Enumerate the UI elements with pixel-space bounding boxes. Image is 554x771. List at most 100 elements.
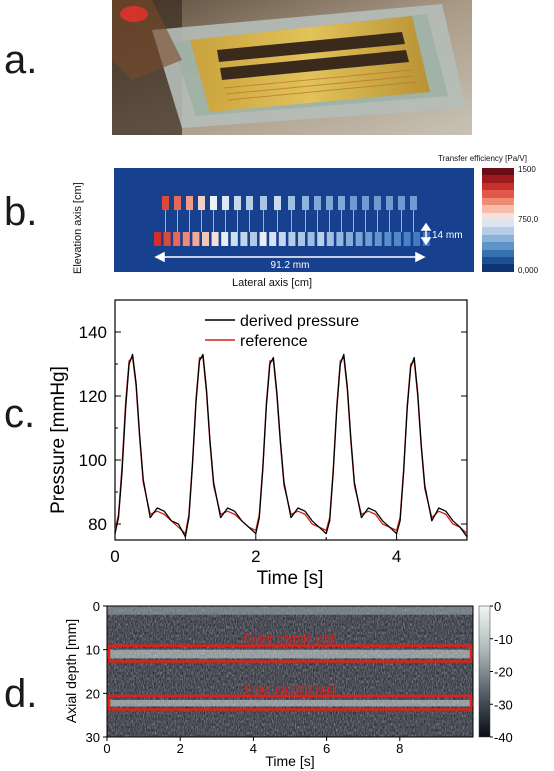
array-element: [202, 232, 209, 246]
array-element: [162, 196, 169, 210]
width-dimension-label: 91.2 mm: [271, 260, 310, 271]
transfer-efficiency-map: 91.2 mm 14 mm: [114, 168, 474, 272]
array-element: [222, 196, 229, 210]
array-element: [278, 232, 286, 246]
array-element: [398, 196, 405, 210]
pressure-axes: 80 100 120 140 0 2 4: [79, 299, 468, 566]
panel-label-b: b.: [4, 190, 38, 234]
y-tick-label: 0: [93, 599, 100, 614]
colorbar-swatch: [482, 212, 514, 220]
x-tick-label: 2: [177, 741, 184, 756]
y-tick-label: 30: [86, 730, 100, 745]
pressure-chart: 80 100 120 140 0 2 4 derived pressure referenc…: [48, 299, 468, 589]
colorbar-tick-label: 0: [494, 599, 501, 614]
element-row-bottom: [154, 232, 430, 246]
pressure-plot-frame: [114, 299, 468, 541]
device-element-grid: [217, 32, 409, 80]
colorbar-tick-max: 1500: [518, 165, 536, 174]
colorbar-tick-mid: 750,0: [518, 215, 539, 224]
y-tick-label: 10: [86, 643, 100, 658]
array-element: [210, 196, 217, 210]
colorbar-swatch: [482, 205, 514, 213]
mmode-annotations: Outer carotid wall Inner carotid wall: [107, 632, 473, 711]
colorbar-tick-label: -20: [494, 665, 513, 680]
array-element: [394, 232, 401, 246]
wall-highlight-box: [107, 694, 473, 711]
wall-annotation-label: Outer carotid wall: [243, 632, 336, 646]
legend-reference: reference: [240, 333, 308, 350]
colorbar-tick-label: -10: [494, 632, 513, 647]
pressure-lines: [114, 353, 468, 538]
array-element: [221, 232, 229, 246]
array-element: [326, 196, 333, 210]
array-element: [362, 196, 369, 210]
array-element: [240, 232, 248, 246]
colorbar-swatch: [482, 219, 514, 228]
array-element: [173, 232, 181, 246]
legend-derived-pressure: derived pressure: [240, 313, 359, 330]
colorbar-swatch: [482, 190, 514, 198]
x-tick-label: 4: [392, 547, 401, 566]
colorbar-swatch: [482, 197, 514, 206]
array-element: [314, 196, 321, 210]
array-element: [410, 196, 417, 210]
array-element: [350, 196, 357, 210]
pressure-ylabel: Pressure [mmHg]: [48, 366, 69, 514]
colorbar-title: Transfer efficiency [Pa/V]: [438, 154, 527, 163]
x-tick-label: 2: [251, 547, 260, 566]
array-element: [260, 196, 267, 210]
array-element: [336, 232, 344, 246]
array-element: [230, 232, 238, 246]
colorbar-swatch: [482, 234, 514, 243]
wall-annotation-label: Inner carotid wall: [245, 682, 336, 696]
array-element: [174, 196, 181, 210]
colorbar-tick-label: -30: [494, 697, 513, 712]
y-tick-label: 20: [86, 686, 100, 701]
colorbar-swatch: [482, 182, 514, 191]
array-element: [246, 196, 253, 210]
height-dimension-arrow: [420, 222, 432, 246]
array-element: [269, 232, 277, 246]
series-line: [114, 353, 468, 538]
x-tick-label: 0: [103, 741, 110, 756]
colorbar-swatch: [482, 175, 514, 183]
array-element: [355, 232, 363, 246]
mmode-xlabel: Time [s]: [265, 753, 314, 769]
array-element: [198, 196, 205, 210]
mmode-colorbar: [478, 605, 491, 738]
panel-label-d: d.: [4, 672, 38, 716]
y-tick-label: 140: [79, 323, 107, 342]
array-element: [288, 196, 295, 210]
array-element: [326, 232, 334, 246]
array-element: [211, 232, 219, 246]
array-element: [186, 196, 193, 210]
array-element: [192, 232, 200, 246]
colorbar-swatch: [482, 249, 514, 258]
panel-label-a: a.: [4, 38, 38, 82]
x-tick-label: 8: [396, 741, 403, 756]
mmode-ylabel: Axial depth [mm]: [63, 619, 79, 723]
wall-echo-band: [107, 649, 473, 659]
array-element: [365, 232, 373, 246]
y-tick-label: 100: [79, 451, 107, 470]
elevation-axis-label: Elevation axis [cm]: [72, 182, 84, 274]
colorbar-swatch: [482, 227, 514, 235]
width-dimension-arrow: [154, 251, 426, 263]
colorbar-swatch: [482, 242, 514, 250]
array-element: [403, 232, 411, 246]
array-element: [298, 232, 305, 246]
array-element: [386, 196, 393, 210]
height-dimension-label: 14 mm: [432, 230, 463, 241]
array-element: [413, 232, 421, 246]
lateral-axis-label: Lateral axis [cm]: [232, 277, 313, 289]
x-tick-label: 0: [110, 547, 119, 566]
colorbar-swatch: [482, 264, 514, 272]
colorbar-swatch: [482, 168, 514, 176]
array-element: [182, 232, 190, 246]
element-row-top: [162, 196, 417, 232]
colorbar-tick-min: 0,000: [518, 266, 539, 275]
wall-highlight-box: [107, 644, 473, 663]
x-tick-label: 6: [323, 741, 330, 756]
